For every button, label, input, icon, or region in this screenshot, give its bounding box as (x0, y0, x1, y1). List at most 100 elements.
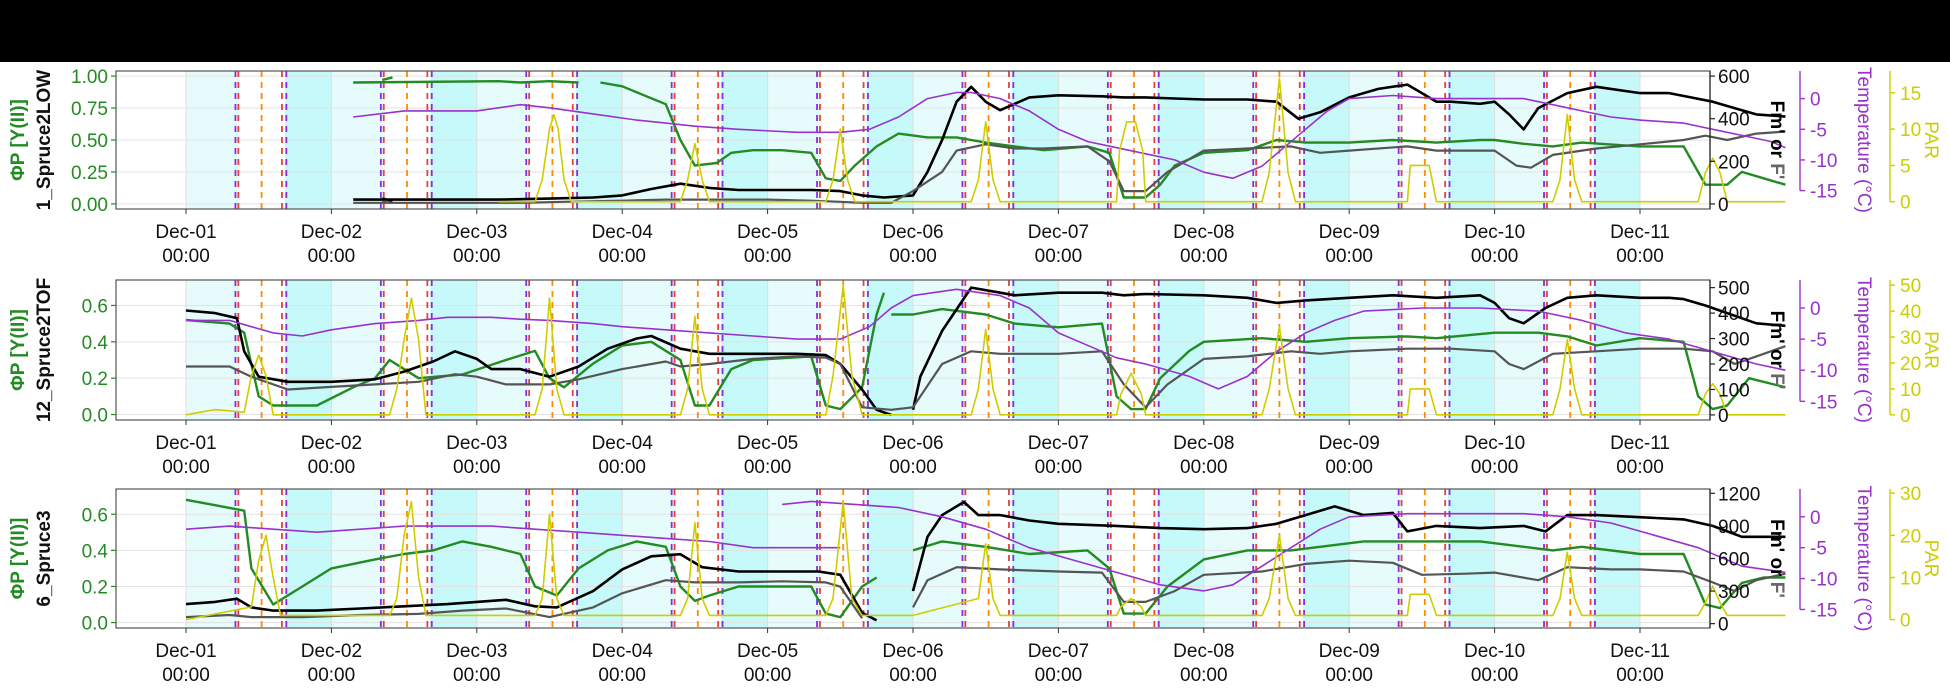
fm-tick-label: 200 (1718, 355, 1750, 376)
temp-tick-label: -5 (1810, 539, 1827, 560)
x-tick-label: Dec-07 (1028, 222, 1089, 243)
series-fm (185, 500, 1786, 622)
night-band (430, 280, 477, 420)
x-tick-label: Dec-03 (446, 433, 507, 454)
left-tick-label: 0.2 (82, 577, 108, 598)
x-tick-label: 00:00 (598, 665, 646, 686)
x-tick-label: 00:00 (1180, 246, 1228, 267)
x-tick-label: Dec-09 (1319, 222, 1380, 243)
night-band (866, 280, 913, 420)
x-tick-label: Dec-06 (882, 433, 943, 454)
x-tick-label: 00:00 (453, 457, 501, 478)
night-band (331, 280, 386, 420)
x-tick-label: Dec-05 (737, 433, 798, 454)
series-fm (353, 83, 1786, 202)
fm-tick-label: 100 (1718, 380, 1750, 401)
left-tick-label: 1.00 (71, 67, 108, 88)
temp-tick-label: -10 (1810, 151, 1837, 172)
left-tick-label: 0.4 (82, 333, 109, 354)
par-axis-label: PAR (1920, 121, 1941, 159)
left-tick-label: 0.25 (71, 163, 108, 184)
par-tick-label: 0 (1900, 611, 1911, 632)
fm-axis-label: Fm' or F' (1766, 101, 1787, 180)
x-tick-label: 00:00 (1616, 246, 1664, 267)
par-tick-label: 0 (1900, 193, 1911, 214)
x-tick-label: Dec-02 (301, 222, 362, 243)
x-tick-label: Dec-06 (882, 222, 943, 243)
x-tick-label: Dec-11 (1610, 433, 1670, 454)
temp-tick-label: -15 (1810, 600, 1837, 621)
x-tick-label: Dec-09 (1319, 433, 1380, 454)
x-tick-label: Dec-09 (1319, 641, 1380, 662)
fm-tick-label: 600 (1718, 550, 1750, 571)
series-par (185, 284, 1786, 416)
night-band (622, 280, 676, 420)
night-band (430, 489, 477, 628)
x-tick-label: 00:00 (453, 246, 501, 267)
temp-axis-label: Temperature (°C) (1853, 67, 1874, 213)
x-tick-label: 00:00 (453, 665, 501, 686)
night-band (1448, 489, 1495, 628)
x-tick-label: Dec-11 (1610, 641, 1670, 662)
left-tick-label: 0.75 (71, 99, 108, 120)
x-tick-label: Dec-10 (1464, 222, 1525, 243)
fm-axis-label: Fm' or F' (1766, 311, 1787, 390)
night-band (767, 280, 822, 420)
night-band (721, 280, 768, 420)
x-tick-label: Dec-01 (155, 222, 216, 243)
fm-tick-label: 300 (1718, 330, 1750, 351)
fm-axis-label: Fm' or F' (1766, 519, 1787, 598)
temp-axis-label: Temperature (°C) (1853, 486, 1874, 632)
x-tick-label: 00:00 (308, 246, 356, 267)
par-tick-label: 15 (1900, 84, 1921, 105)
fm-tick-label: 200 (1718, 152, 1750, 173)
x-tick-label: Dec-07 (1028, 433, 1089, 454)
night-band (1203, 280, 1258, 420)
par-tick-label: 30 (1900, 328, 1921, 349)
x-tick-label: 00:00 (744, 246, 792, 267)
temp-axis-label: Temperature (°C) (1853, 277, 1874, 423)
series-fm (185, 286, 1786, 417)
left-axis-label: ΦP [Y(II)] (8, 99, 29, 181)
left-axis-label: ΦP [Y(II)] (8, 309, 29, 391)
par-tick-label: 50 (1900, 276, 1921, 297)
night-band (186, 280, 240, 420)
par-tick-label: 5 (1900, 156, 1911, 177)
fm-tick-label: 1200 (1718, 484, 1760, 505)
fm-tick-label: 400 (1718, 110, 1750, 131)
par-tick-label: 10 (1900, 380, 1921, 401)
par-tick-label: 20 (1900, 526, 1921, 547)
temp-tick-label: 0 (1810, 90, 1821, 111)
panel-label: 12_Spruce2TOF (34, 278, 55, 422)
x-tick-label: Dec-02 (301, 433, 362, 454)
x-tick-label: Dec-05 (737, 222, 798, 243)
x-tick-label: 00:00 (162, 457, 210, 478)
fm-tick-label: 500 (1718, 279, 1750, 300)
fm-tick-label: 0 (1718, 615, 1729, 636)
par-tick-label: 10 (1900, 120, 1921, 141)
left-tick-label: 0.50 (71, 131, 108, 152)
fm-tick-label: 0 (1718, 406, 1729, 427)
x-tick-label: 00:00 (889, 457, 937, 478)
night-band (1349, 489, 1403, 628)
night-band (476, 280, 531, 420)
top-black-band (0, 0, 1950, 62)
par-axis-label: PAR (1920, 331, 1941, 369)
fm-tick-label: 900 (1718, 517, 1750, 538)
left-axis-label: ΦP [Y(II)] (8, 518, 29, 600)
left-tick-label: 0.0 (82, 406, 108, 427)
fm-tick-label: 0 (1718, 195, 1729, 216)
fm-tick-label: 400 (1718, 304, 1750, 325)
x-tick-label: Dec-03 (446, 641, 507, 662)
series-temp (186, 288, 1786, 390)
x-tick-label: Dec-11 (1610, 222, 1670, 243)
temp-tick-label: 0 (1810, 299, 1821, 320)
series-par (185, 500, 1786, 621)
x-tick-label: 00:00 (598, 246, 646, 267)
series-fprime (185, 559, 1786, 619)
x-tick-label: Dec-04 (592, 641, 654, 662)
x-tick-label: Dec-04 (592, 433, 654, 454)
x-tick-label: 00:00 (1325, 457, 1373, 478)
x-tick-label: 00:00 (1180, 457, 1228, 478)
